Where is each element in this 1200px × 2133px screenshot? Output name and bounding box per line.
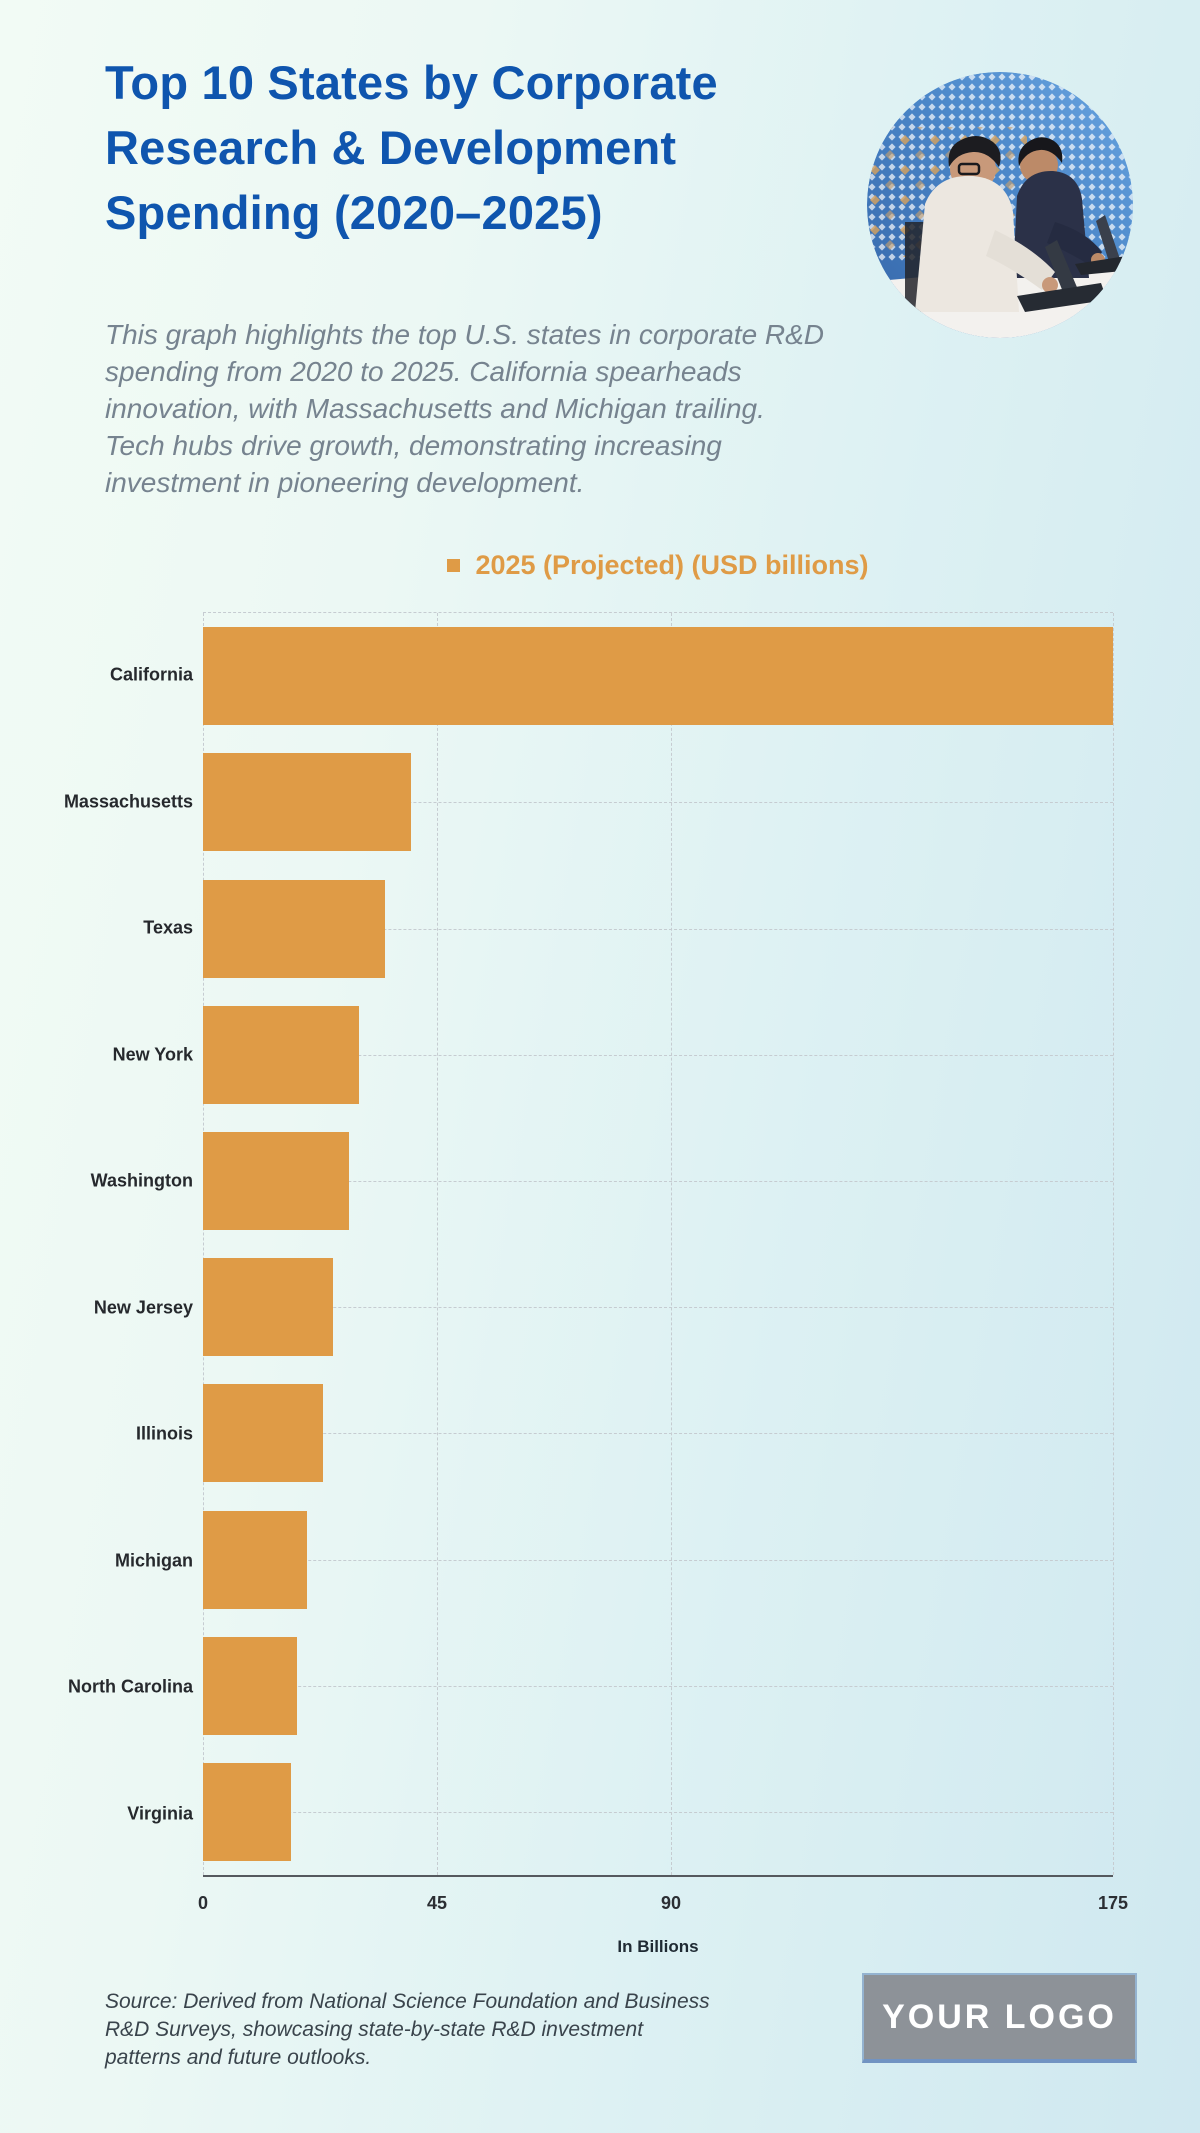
- x-tick-label: 45: [426, 1893, 448, 1913]
- source-note: Source: Derived from National Science Fo…: [105, 1988, 805, 2072]
- text-line: innovation, with Massachusetts and Michi…: [105, 393, 765, 424]
- text-line: investment in pioneering development.: [105, 467, 585, 498]
- horizontal-gridline: [203, 1433, 1113, 1435]
- y-axis-label: Illinois: [135, 1423, 193, 1444]
- y-axis-label: Michigan: [114, 1550, 193, 1571]
- bar-texas: [203, 879, 385, 978]
- legend-swatch-icon: [447, 559, 461, 572]
- text-line: spending from 2020 to 2025. California s…: [105, 356, 742, 387]
- chart-legend: 2025 (Projected) (USD billions): [203, 550, 1113, 581]
- plot-area: [203, 612, 1114, 1877]
- logo-text: YOUR LOGO: [882, 1997, 1117, 2036]
- chart-description: This graph highlights the top U.S. state…: [105, 316, 905, 501]
- y-axis-labels: California Massachusetts Texas New York Wash…: [0, 612, 193, 1877]
- text-line: Top 10 States by Corporate: [105, 56, 718, 109]
- y-axis-label: Texas: [143, 917, 193, 938]
- logo-placeholder: YOUR LOGO: [862, 1973, 1137, 2063]
- bar-new-jersey: [203, 1258, 333, 1357]
- y-axis-label: North Carolina: [67, 1676, 193, 1697]
- y-axis-label: Washington: [90, 1170, 193, 1191]
- vertical-gridline: [671, 613, 672, 1875]
- vertical-gridline: [203, 613, 204, 1875]
- bar-virginia: [203, 1762, 292, 1861]
- y-axis-label: New Jersey: [93, 1297, 193, 1318]
- text-line: R&D Surveys, showcasing state-by-state R…: [105, 2018, 644, 2041]
- hero-illustration: [867, 72, 1133, 338]
- horizontal-gridline: [203, 1307, 1113, 1309]
- horizontal-gridline: [203, 1559, 1113, 1561]
- text-line: Research & Development: [105, 121, 677, 174]
- horizontal-gridline: [203, 928, 1113, 930]
- x-tick-label: 0: [197, 1893, 209, 1913]
- vertical-gridline: [1113, 613, 1114, 1875]
- y-axis-label: California: [109, 664, 193, 685]
- text-line: Source: Derived from National Science Fo…: [105, 1990, 710, 2013]
- hero-image: [867, 72, 1133, 338]
- text-line: patterns and future outlooks.: [105, 2046, 372, 2069]
- page-title: Top 10 States by Corporate Research & Dev…: [105, 50, 825, 245]
- person-front: [905, 135, 1107, 312]
- horizontal-gridline: [203, 1054, 1113, 1056]
- bar-washington: [203, 1131, 349, 1230]
- legend-label: 2025 (Projected) (USD billions): [475, 550, 869, 580]
- vertical-gridline: [437, 613, 438, 1875]
- bar-illinois: [203, 1384, 323, 1483]
- y-axis-label: Virginia: [127, 1803, 193, 1824]
- horizontal-gridline: [203, 1180, 1113, 1182]
- bar-california: [203, 627, 1113, 726]
- bar-massachusetts: [203, 753, 411, 852]
- horizontal-gridline: [203, 802, 1113, 804]
- text-line: Spending (2020–2025): [105, 186, 603, 239]
- bar-michigan: [203, 1510, 307, 1609]
- x-tick-label: 175: [1097, 1893, 1129, 1913]
- person-back: [1013, 137, 1133, 278]
- x-axis-ticks: 0 45 90 175: [198, 1893, 1128, 1923]
- bar-north-carolina: [203, 1636, 297, 1735]
- bar-new-york: [203, 1005, 359, 1104]
- text-line: This graph highlights the top U.S. state…: [105, 319, 825, 350]
- horizontal-gridline: [203, 1685, 1113, 1687]
- x-tick-label: 90: [660, 1893, 682, 1913]
- y-axis-label: New York: [112, 1044, 193, 1065]
- x-axis-title: In Billions: [617, 1937, 699, 1956]
- y-axis-label: Massachusetts: [63, 791, 193, 812]
- horizontal-gridline: [203, 1811, 1113, 1813]
- text-line: Tech hubs drive growth, demonstrating in…: [105, 430, 722, 461]
